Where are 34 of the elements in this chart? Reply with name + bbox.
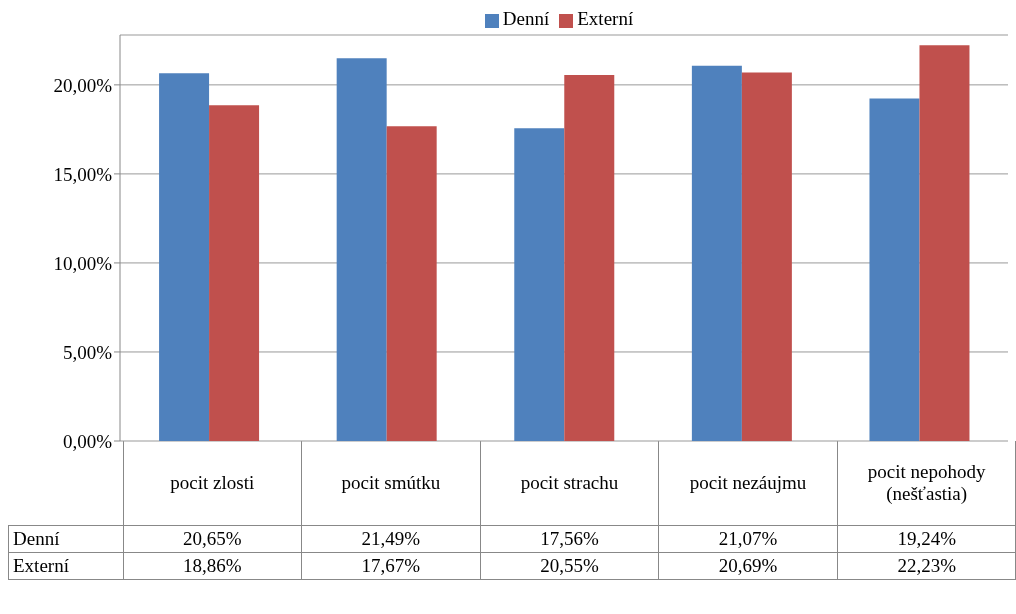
text: Denní (13, 528, 60, 549)
x-tick-label: pocit strachu (480, 441, 659, 526)
x-tick-label: pocit zlosti (123, 441, 302, 526)
bar (564, 75, 615, 441)
data-label: 20,69% (658, 552, 838, 580)
bar (336, 58, 387, 441)
data-label: 19,24% (837, 525, 1016, 553)
bar (869, 98, 920, 441)
data-label: 17,56% (480, 525, 659, 553)
bar (691, 65, 742, 441)
bar (159, 73, 210, 441)
y-tick-label: 0,00% (62, 430, 113, 452)
text: Externí (13, 555, 69, 576)
data-label: 21,49% (301, 525, 481, 553)
data-label: 17,67% (301, 552, 481, 580)
bar (386, 126, 437, 441)
y-tick-label: 20,00% (53, 74, 113, 96)
bar (919, 45, 970, 441)
x-tick-label: pocit smútku (301, 441, 481, 526)
legend-label: Externí (577, 8, 634, 29)
bar (209, 105, 260, 441)
y-tick-label: 15,00% (53, 163, 113, 185)
data-label: 20,55% (480, 552, 659, 580)
bar (514, 128, 565, 441)
data-label: 18,86% (123, 552, 302, 580)
data-label: 20,65% (123, 525, 302, 553)
legend-label: Denní (502, 8, 550, 29)
data-label: 22,23% (837, 552, 1016, 580)
data-label: 21,07% (658, 525, 838, 553)
x-tick-label: pocit nezáujmu (658, 441, 838, 526)
bar (741, 72, 792, 441)
y-tick-label: 5,00% (62, 341, 113, 363)
y-tick-label: 10,00% (53, 252, 113, 274)
x-tick-label: pocit nepohody (nešťastia) (837, 441, 1016, 526)
